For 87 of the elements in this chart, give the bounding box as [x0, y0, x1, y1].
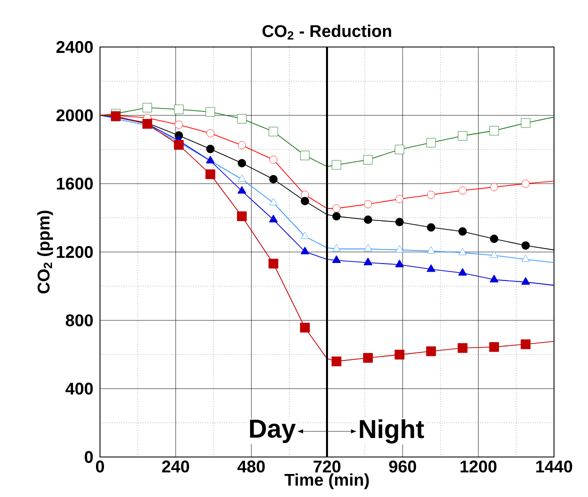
point: [332, 160, 342, 170]
point: [332, 212, 341, 220]
point: [238, 141, 246, 150]
x-tick-label: 240: [162, 460, 190, 473]
y-tick-label: 2400: [56, 41, 93, 53]
point: [520, 339, 531, 350]
point: [332, 356, 342, 366]
annotation: Night: [360, 419, 424, 444]
point: [426, 223, 436, 232]
point: [205, 169, 216, 180]
point: [426, 264, 436, 272]
point: [269, 156, 278, 164]
point: [269, 214, 278, 222]
point: [490, 250, 498, 258]
point: [490, 274, 498, 282]
annotation: Day: [250, 420, 296, 443]
y-tick-label: 2000: [56, 109, 93, 122]
point: [521, 241, 530, 250]
point: [300, 322, 310, 333]
point: [206, 144, 215, 154]
point: [522, 180, 530, 188]
point: [394, 144, 404, 154]
point: [458, 248, 467, 256]
point: [394, 350, 404, 360]
point: [458, 131, 468, 141]
y-tick-label: 0: [84, 451, 93, 463]
point: [426, 246, 436, 254]
point: [395, 245, 404, 252]
point: [174, 104, 184, 114]
point: [396, 195, 404, 204]
point: [142, 102, 152, 112]
x-tick-label: 720: [314, 460, 340, 473]
point: [238, 158, 246, 168]
point: [522, 254, 530, 262]
point: [300, 190, 309, 199]
point: [426, 138, 436, 148]
point: [363, 155, 373, 164]
point: [490, 183, 498, 192]
point: [364, 216, 372, 224]
point: [490, 234, 498, 244]
point: [269, 175, 278, 184]
x-tick-label: 1200: [460, 460, 496, 473]
y-tick-label: 1200: [56, 246, 93, 258]
point: [364, 244, 372, 252]
point: [364, 258, 372, 266]
point: [363, 353, 373, 363]
point: [206, 129, 214, 138]
point: [458, 186, 467, 194]
point: [237, 114, 247, 124]
point: [426, 346, 436, 356]
point: [238, 174, 246, 182]
point: [236, 211, 247, 222]
point: [300, 246, 310, 254]
y-axis-title: CO$_{2}$ (ppm): [37, 210, 53, 294]
point: [458, 227, 467, 236]
point: [458, 268, 467, 276]
point: [332, 244, 341, 252]
point: [300, 150, 310, 160]
point: [238, 186, 246, 194]
point: [174, 120, 183, 129]
point: [395, 218, 404, 226]
point: [489, 126, 499, 136]
chart-title: CO$_{2}$ - Reduction: [262, 24, 392, 40]
x-tick-label: 1440: [536, 460, 572, 473]
point: [300, 196, 310, 206]
point: [332, 255, 341, 264]
point: [174, 140, 184, 150]
x-tick-label: 480: [237, 460, 265, 473]
point: [268, 258, 278, 268]
point: [520, 118, 530, 128]
point: [489, 342, 499, 352]
y-tick-label: 400: [65, 382, 93, 395]
point: [458, 343, 468, 353]
x-axis-title: Time (min): [284, 473, 369, 490]
point: [268, 126, 278, 136]
x-tick-label: 0: [96, 460, 104, 473]
y-tick-label: 1600: [56, 178, 93, 190]
point: [300, 232, 310, 239]
point: [332, 204, 340, 212]
point: [521, 277, 530, 285]
point: [427, 190, 436, 199]
point: [395, 260, 404, 268]
point: [206, 107, 216, 117]
point: [364, 200, 372, 208]
point: [269, 198, 278, 206]
y-tick-label: 800: [66, 314, 93, 326]
x-tick-label: 960: [389, 460, 416, 473]
